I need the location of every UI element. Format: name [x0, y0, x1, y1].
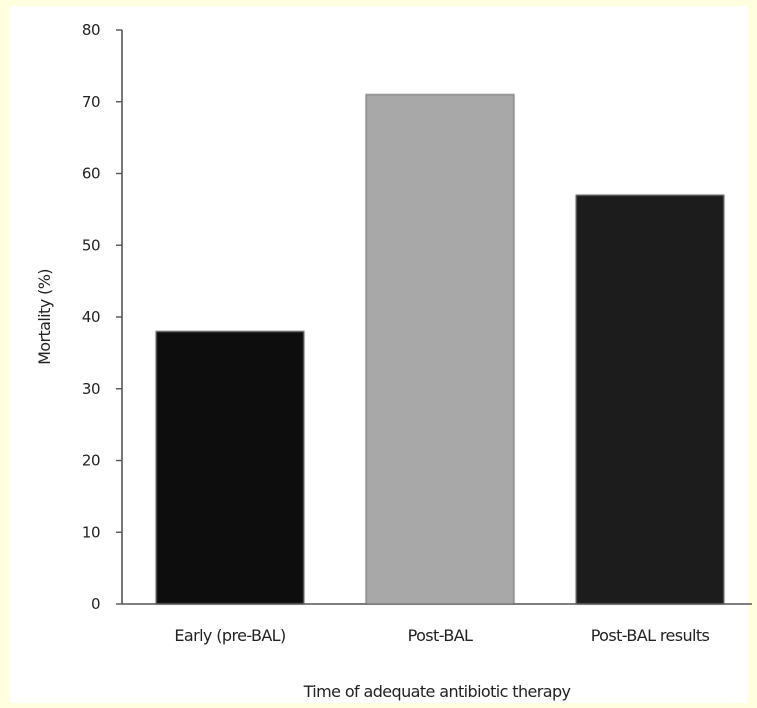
bar	[575, 194, 725, 605]
y-tick-label: 80	[82, 21, 100, 39]
bar	[365, 94, 515, 605]
bars	[155, 94, 725, 605]
category-labels: Early (pre-BAL) Post-BAL Post-BAL results	[174, 626, 710, 645]
x-axis-title: Time of adequate antibiotic therapy	[303, 682, 571, 701]
bar	[155, 330, 305, 605]
y-tick-label: 0	[91, 595, 100, 613]
y-tick-label: 30	[82, 380, 100, 398]
y-axis: 0 10 20 30 40 50 60 70 80	[82, 21, 123, 613]
y-tick-label: 40	[82, 308, 100, 326]
y-tick-label: 60	[82, 165, 100, 183]
x-tick-label: Early (pre-BAL)	[174, 626, 285, 645]
y-axis-title: Mortality (%)	[35, 269, 54, 365]
x-tick-label: Post-BAL	[408, 626, 473, 645]
y-tick-label: 20	[82, 452, 100, 470]
y-tick-label: 50	[82, 236, 100, 254]
y-tick-label: 70	[82, 93, 100, 111]
x-tick-label: Post-BAL results	[591, 626, 710, 645]
y-tick-label: 10	[82, 523, 100, 541]
